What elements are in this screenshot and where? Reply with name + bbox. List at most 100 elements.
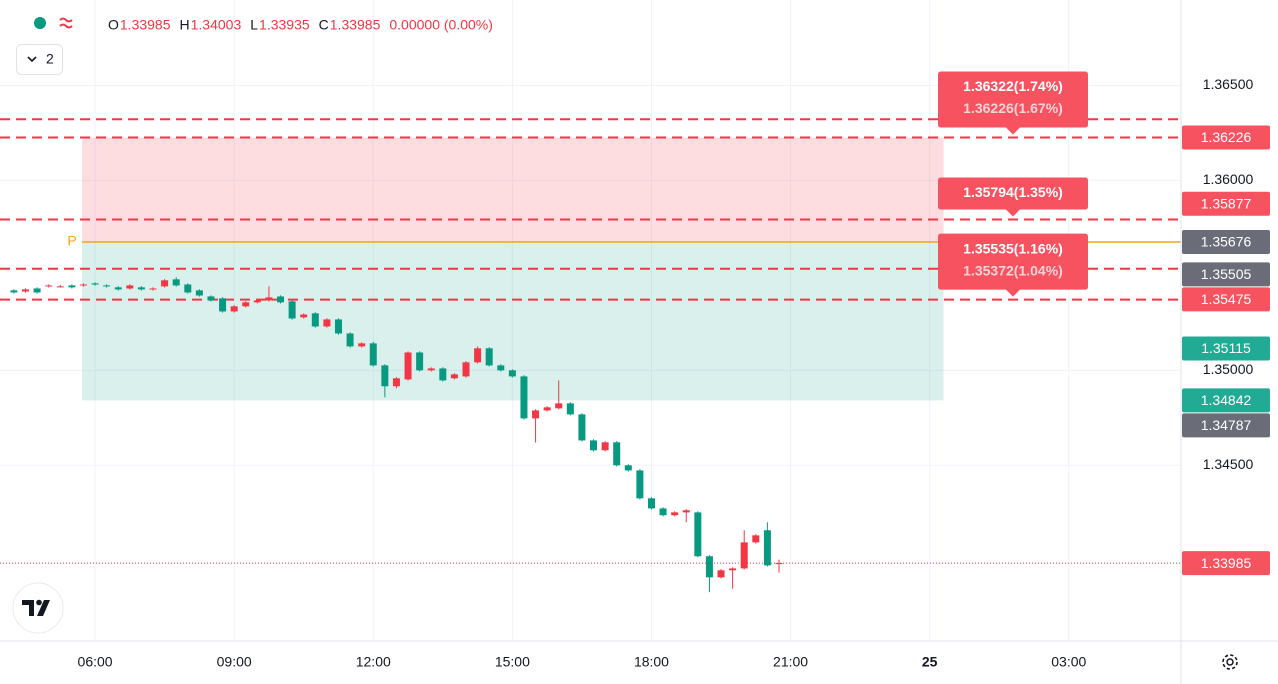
ohlc-label: C xyxy=(319,17,329,33)
candle-body xyxy=(416,352,424,371)
candle-body xyxy=(624,465,632,471)
price-label-box xyxy=(1182,287,1270,312)
price-label-box xyxy=(1182,125,1270,150)
candle-body xyxy=(45,285,53,287)
ohlc-value: 1.34003 xyxy=(191,17,242,33)
price-label: 1.36226 xyxy=(1201,129,1252,145)
candle-body xyxy=(392,378,400,387)
candle-body xyxy=(300,314,308,318)
price-label-box xyxy=(1182,388,1270,413)
price-labels: 1.36226 1.35877 1.35676 1.35505 1.35475 1.351… xyxy=(1182,125,1270,576)
callout-text: 1.36322(1.74%) xyxy=(963,78,1063,94)
status-dot xyxy=(34,17,46,29)
candle-body xyxy=(381,365,389,387)
candle-body xyxy=(91,283,99,285)
candle-body xyxy=(520,376,528,419)
callout-text: 1.35794(1.35%) xyxy=(963,184,1063,200)
candle-body xyxy=(740,542,748,569)
candle-body xyxy=(311,313,319,327)
x-tick-label: 21:00 xyxy=(773,654,808,670)
candle-body xyxy=(508,370,516,377)
candle-body xyxy=(103,285,111,287)
callout-text: 1.35535(1.16%) xyxy=(963,240,1063,256)
candle-body xyxy=(195,290,203,296)
x-tick-label: 03:00 xyxy=(1051,654,1086,670)
data-icon xyxy=(59,17,73,29)
candle-body xyxy=(137,287,145,290)
candle-body xyxy=(10,290,18,293)
ohlc-label: L xyxy=(250,17,258,33)
candle-body xyxy=(79,284,87,286)
price-label-box xyxy=(1182,229,1270,254)
x-tick-label: 25 xyxy=(922,654,938,670)
ohlc-value: 1.33985 xyxy=(120,17,171,33)
ohlc-value: 1.33985 xyxy=(330,17,381,33)
price-label: 1.35475 xyxy=(1201,291,1252,307)
candle-body xyxy=(369,343,377,366)
candle-body xyxy=(717,570,725,578)
price-label: 1.35877 xyxy=(1201,195,1252,211)
candle-body xyxy=(671,512,679,516)
candle-body xyxy=(578,414,586,441)
y-tick-label: 1.35000 xyxy=(1203,361,1254,377)
candle-body xyxy=(242,302,250,307)
candle-body xyxy=(149,288,157,290)
candle-body xyxy=(404,352,412,380)
candle-body xyxy=(230,306,238,312)
callout-box xyxy=(938,233,1088,297)
settings-button[interactable] xyxy=(1222,654,1238,670)
symbol-badge[interactable] xyxy=(20,8,90,38)
ohlc-value: 1.33935 xyxy=(259,17,310,33)
candle-body xyxy=(265,297,273,301)
header: O 1.33985 H 1.34003 L 1.33935 C 1.33985 0.00000 … xyxy=(16,8,493,75)
price-label-box xyxy=(1182,336,1270,361)
x-tick-label: 06:00 xyxy=(78,654,113,670)
collapse-button[interactable] xyxy=(16,44,63,75)
candle-body xyxy=(532,410,540,419)
price-label-box xyxy=(1182,413,1270,438)
logo[interactable] xyxy=(12,582,64,634)
ohlc-change: 0.00000 (0.00%) xyxy=(389,17,493,33)
candle-body xyxy=(439,368,447,381)
candle-body xyxy=(497,365,505,371)
collapse-count: 2 xyxy=(46,51,54,67)
candle-body xyxy=(659,508,667,516)
candle-body xyxy=(427,368,435,371)
y-tick-label: 1.36000 xyxy=(1203,171,1254,187)
candle-body xyxy=(462,362,470,377)
candle-body xyxy=(590,440,598,451)
price-label: 1.35505 xyxy=(1201,266,1252,282)
candle-body xyxy=(450,374,458,379)
candle-body xyxy=(636,470,644,499)
logo-mark-t xyxy=(22,600,34,616)
y-tick-label: 1.36500 xyxy=(1203,76,1254,92)
ohlc-label: O xyxy=(108,17,119,33)
price-label-box xyxy=(1182,262,1270,287)
candle-body xyxy=(172,279,180,286)
x-tick-label: 09:00 xyxy=(217,654,252,670)
gear-teeth xyxy=(1222,654,1238,670)
candle-body xyxy=(114,287,122,290)
logo-circle xyxy=(12,582,64,634)
candle-body xyxy=(705,556,713,578)
candle-body xyxy=(474,348,482,363)
price-label-box xyxy=(1182,191,1270,216)
candle-body xyxy=(323,319,331,327)
candle-body xyxy=(555,403,563,409)
candle-body xyxy=(161,280,169,287)
callout-text: 1.36226(1.67%) xyxy=(963,100,1063,116)
gear-center xyxy=(1226,658,1234,666)
candle-body xyxy=(207,296,215,301)
candle-body xyxy=(56,286,64,288)
ohlc-label: H xyxy=(180,17,190,33)
x-tick-label: 12:00 xyxy=(356,654,391,670)
candle-body xyxy=(775,563,783,565)
candle-body xyxy=(288,301,296,319)
price-label: 1.35115 xyxy=(1201,340,1251,356)
candle-body xyxy=(219,298,227,312)
callouts: 1.36322(1.74%) 1.36226(1.67%) 1.35794(1.35… xyxy=(938,71,1088,297)
y-tick-label: 1.34500 xyxy=(1203,456,1254,472)
x-tick-label: 18:00 xyxy=(634,654,669,670)
